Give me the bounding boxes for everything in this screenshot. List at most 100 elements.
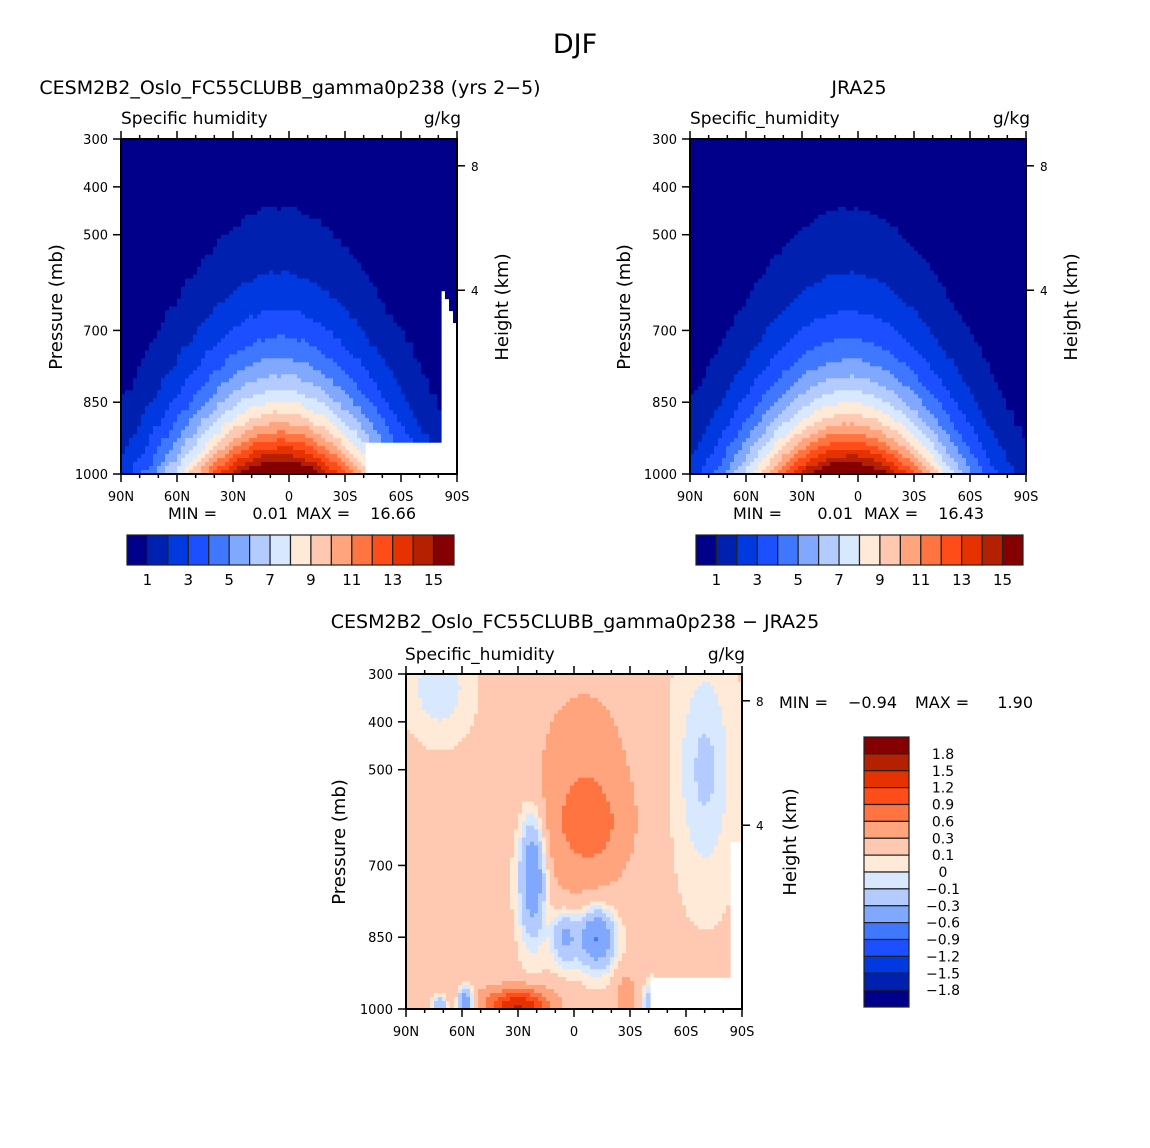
contour-cell bbox=[193, 243, 198, 248]
contour-cell bbox=[145, 227, 150, 232]
contour-cell bbox=[289, 247, 294, 252]
contour-cell bbox=[373, 295, 378, 300]
contour-cell bbox=[405, 299, 410, 304]
contour-cell bbox=[173, 147, 178, 152]
contour-cell bbox=[157, 147, 162, 152]
contour-cell bbox=[421, 163, 426, 168]
contour-cell bbox=[393, 307, 398, 312]
contour-cell bbox=[293, 330, 298, 335]
contour-cell bbox=[281, 251, 286, 256]
contour-cell bbox=[425, 283, 430, 288]
contour-cell bbox=[153, 155, 158, 160]
contour-cell bbox=[317, 287, 322, 292]
contour-cell bbox=[229, 239, 234, 244]
contour-cell bbox=[301, 175, 306, 180]
contour-cell bbox=[133, 251, 138, 256]
contour-cell bbox=[209, 279, 214, 284]
contour-cell bbox=[361, 279, 366, 284]
contour-cell bbox=[393, 318, 398, 323]
contour-cell bbox=[137, 267, 142, 272]
contour-cell bbox=[345, 215, 350, 220]
contour-cell bbox=[329, 167, 334, 172]
contour-cell bbox=[309, 255, 314, 260]
contour-cell bbox=[197, 279, 202, 284]
contour-cell bbox=[145, 378, 150, 383]
contour-cell bbox=[261, 354, 266, 359]
contour-cell bbox=[333, 227, 338, 232]
contour-cell bbox=[149, 346, 154, 351]
contour-cell bbox=[189, 155, 194, 160]
contour-cell bbox=[365, 283, 370, 288]
contour-cell bbox=[285, 338, 290, 343]
contour-cell bbox=[157, 326, 162, 331]
contour-cell bbox=[333, 275, 338, 280]
contour-cell bbox=[261, 159, 266, 164]
contour-cell bbox=[369, 318, 374, 323]
contour-cell bbox=[385, 223, 390, 228]
contour-cell bbox=[181, 334, 186, 339]
contour-cell bbox=[413, 155, 418, 160]
contour-cell bbox=[221, 322, 226, 327]
contour-cell bbox=[313, 251, 318, 256]
contour-cell bbox=[365, 163, 370, 168]
contour-cell bbox=[129, 179, 134, 184]
contour-cell bbox=[313, 310, 318, 315]
contour-cell bbox=[145, 283, 150, 288]
contour-cell bbox=[381, 326, 386, 331]
contour-cell bbox=[237, 259, 242, 264]
contour-cell bbox=[313, 207, 318, 212]
contour-cell bbox=[317, 346, 322, 351]
contour-cell bbox=[269, 163, 274, 168]
contour-cell bbox=[293, 231, 298, 236]
contour-cell bbox=[381, 163, 386, 168]
contour-cell bbox=[157, 243, 162, 248]
contour-cell bbox=[165, 271, 170, 276]
contour-cell bbox=[285, 247, 290, 252]
contour-cell bbox=[185, 247, 190, 252]
contour-cell bbox=[233, 243, 238, 248]
contour-cell bbox=[401, 358, 406, 363]
contour-cell bbox=[225, 187, 230, 192]
contour-cell bbox=[437, 370, 442, 375]
contour-cell bbox=[273, 235, 278, 240]
contour-cell bbox=[293, 147, 298, 152]
contour-cell bbox=[137, 366, 142, 371]
contour-cell bbox=[405, 291, 410, 296]
contour-cell bbox=[265, 231, 270, 236]
contour-cell bbox=[141, 207, 146, 212]
contour-cell bbox=[425, 370, 430, 375]
contour-cell bbox=[145, 354, 150, 359]
contour-cell bbox=[349, 267, 354, 272]
contour-cell bbox=[441, 255, 446, 260]
contour-cell bbox=[213, 338, 218, 343]
contour-cell bbox=[233, 326, 238, 331]
contour-cell bbox=[365, 171, 370, 176]
contour-cell bbox=[357, 291, 362, 296]
contour-cell bbox=[317, 195, 322, 200]
contour-cell bbox=[397, 163, 402, 168]
contour-cell bbox=[145, 307, 150, 312]
contour-cell bbox=[141, 303, 146, 308]
contour-cell bbox=[137, 187, 142, 192]
contour-cell bbox=[313, 330, 318, 335]
contour-cell bbox=[385, 267, 390, 272]
contour-cell bbox=[193, 199, 198, 204]
contour-cell bbox=[401, 326, 406, 331]
contour-cell bbox=[429, 179, 434, 184]
contour-cell bbox=[225, 299, 230, 304]
contour-cell bbox=[281, 199, 286, 204]
contour-cell bbox=[173, 362, 178, 367]
contour-cell bbox=[373, 231, 378, 236]
contour-cell bbox=[209, 235, 214, 240]
contour-cell bbox=[157, 366, 162, 371]
contour-cell bbox=[213, 287, 218, 292]
contour-cell bbox=[413, 183, 418, 188]
contour-cell bbox=[325, 330, 330, 335]
contour-cell bbox=[229, 271, 234, 276]
contour-cell bbox=[341, 207, 346, 212]
contour-cell bbox=[169, 227, 174, 232]
contour-cell bbox=[353, 366, 358, 371]
contour-cell bbox=[357, 163, 362, 168]
contour-cell bbox=[301, 287, 306, 292]
contour-cell bbox=[393, 171, 398, 176]
